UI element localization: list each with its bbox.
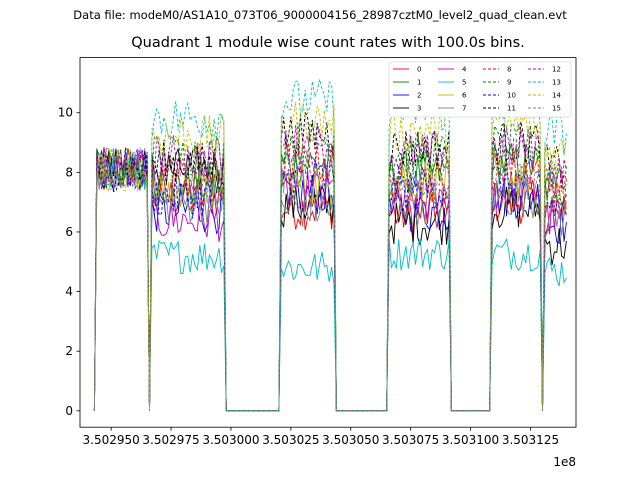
series-line-12: [93, 125, 567, 412]
x-tick-label: 3.503000: [202, 433, 259, 447]
x-tick-label: 3.503125: [502, 433, 559, 447]
legend-label-15: 15: [552, 105, 561, 113]
y-tick-label: 8: [65, 165, 73, 179]
x-tick-label: 3.503100: [442, 433, 499, 447]
legend-label-8: 8: [507, 66, 511, 74]
legend-label-6: 6: [462, 92, 467, 100]
figure-suptitle: Data file: modeM0/AS1A10_073T06_90000041…: [73, 8, 567, 22]
legend-label-4: 4: [462, 66, 467, 74]
y-tick-label: 0: [65, 404, 73, 418]
legend-label-14: 14: [552, 92, 561, 100]
x-tick-label: 3.503025: [262, 433, 319, 447]
y-tick-label: 2: [65, 344, 73, 358]
x-tick-label: 3.502975: [142, 433, 199, 447]
chart-title: Quadrant 1 module wise count rates with …: [131, 35, 525, 51]
x-tick-label: 3.503050: [322, 433, 379, 447]
y-tick-label: 4: [65, 285, 73, 299]
x-tick-label: 3.503075: [382, 433, 439, 447]
axes-frame: [79, 57, 577, 428]
series-line-15: [93, 150, 567, 412]
legend-label-7: 7: [462, 105, 466, 113]
legend-label-12: 12: [552, 66, 561, 74]
legend-label-0: 0: [417, 66, 421, 74]
x-axis-offset-label: 1e8: [553, 455, 576, 469]
legend-label-11: 11: [507, 105, 516, 113]
legend-box: [388, 61, 572, 118]
y-tick-label: 10: [58, 106, 73, 120]
legend-label-2: 2: [417, 92, 421, 100]
legend-label-13: 13: [552, 79, 561, 87]
legend-label-10: 10: [507, 92, 516, 100]
plot-lines: [93, 79, 567, 412]
legend-label-1: 1: [417, 79, 421, 87]
x-axis: 3.502950 3.502975 3.503000 3.503025 3.503050…: [83, 427, 559, 447]
x-tick-label: 3.502950: [83, 433, 140, 447]
y-tick-label: 6: [65, 225, 73, 239]
legend-label-3: 3: [417, 105, 421, 113]
legend-label-5: 5: [462, 79, 466, 87]
legend-label-9: 9: [507, 79, 511, 87]
y-axis: 0 2 4 6 8 10: [58, 106, 80, 418]
